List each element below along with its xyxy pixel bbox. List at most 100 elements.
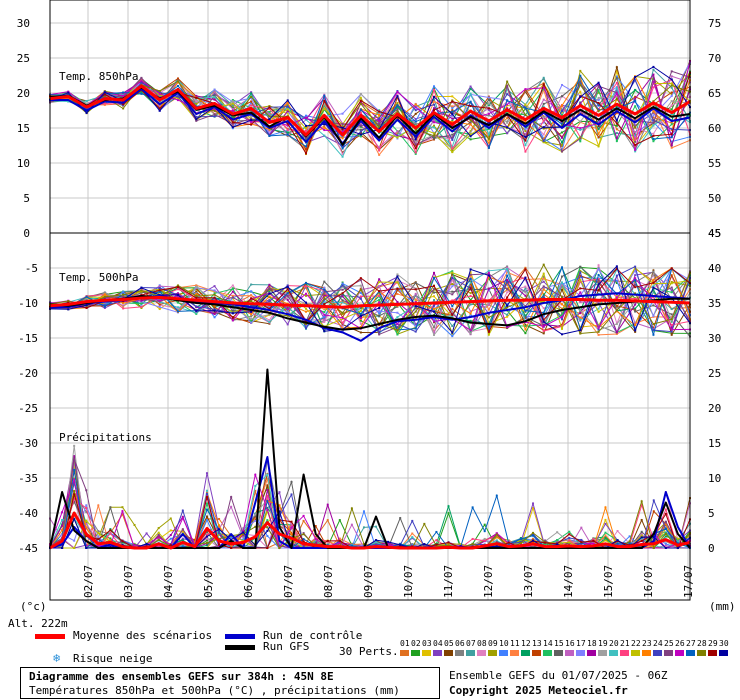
- pert-swatch: [631, 650, 640, 656]
- x-tick-label: 12/07: [482, 565, 495, 598]
- x-tick-label: 07/07: [282, 565, 295, 598]
- snowflake-icon: ❄: [53, 651, 61, 665]
- pert-swatch: [400, 650, 409, 656]
- x-tick-label: 16/07: [642, 565, 655, 598]
- pert-swatch: [598, 650, 607, 656]
- pert-number: 29: [708, 639, 718, 648]
- pert-number: 21: [620, 639, 630, 648]
- x-tick-label: 06/07: [242, 565, 255, 598]
- pert-line-t500: [49, 267, 691, 334]
- pert-swatch: [444, 650, 453, 656]
- y-tick-right: 35: [708, 297, 721, 310]
- pert-swatch: [697, 650, 706, 656]
- series-mean-precip: [49, 511, 691, 550]
- footer-copyright: Copyright 2025 Meteociel.fr: [449, 684, 628, 697]
- x-tick-label: 14/07: [562, 565, 575, 598]
- pert-swatch: [554, 650, 563, 656]
- y-tick-right: 30: [708, 332, 721, 345]
- y-tick-right: 5: [708, 507, 715, 520]
- pert-number: 06: [455, 639, 465, 648]
- legend-gfs-swatch: [225, 645, 255, 650]
- x-tick-label: 03/07: [122, 565, 135, 598]
- y-tick-right: 50: [708, 192, 721, 205]
- pert-number: 23: [642, 639, 652, 648]
- x-tick-label: 15/07: [602, 565, 615, 598]
- series-gfs-precip: [49, 368, 691, 549]
- pert-swatch: [587, 650, 596, 656]
- pert-number: 08: [477, 639, 487, 648]
- pert-number: 28: [697, 639, 707, 648]
- pert-number: 14: [543, 639, 553, 648]
- pert-swatch: [620, 650, 629, 656]
- y-tick-left: 5: [23, 192, 30, 205]
- y-tick-left: -45: [18, 542, 38, 555]
- y-tick-right: 10: [708, 472, 721, 485]
- pert-swatch: [565, 650, 574, 656]
- pert-swatch: [642, 650, 651, 656]
- panel-label-t850: Temp. 850hPa: [59, 70, 138, 83]
- pert-number: 09: [488, 639, 498, 648]
- x-tick-label: 10/07: [402, 565, 415, 598]
- pert-swatch: [521, 650, 530, 656]
- pert-swatch: [609, 650, 618, 656]
- footer-subtitle: Températures 850hPa et 500hPa (°C) , pré…: [29, 684, 400, 697]
- panel-label-precip: Précipitations: [59, 431, 152, 444]
- pert-line-precip: [49, 461, 691, 549]
- y-tick-right: 15: [708, 437, 721, 450]
- pert-line-precip: [49, 473, 691, 549]
- legend-mean-label: Moyenne des scénarios: [73, 629, 213, 642]
- y-tick-right: 45: [708, 227, 721, 240]
- pert-line-t850: [49, 72, 691, 155]
- footer-run: Ensemble GEFS du 01/07/2025 - 06Z: [449, 669, 668, 682]
- y-tick-right: 55: [708, 157, 721, 170]
- pert-swatch: [532, 650, 541, 656]
- series-mean-t850: [49, 84, 691, 137]
- pert-line-t850: [49, 78, 691, 153]
- pert-swatch: [510, 650, 519, 656]
- y-tick-left: 15: [17, 122, 30, 135]
- pert-swatch: [675, 650, 684, 656]
- pert-number: 07: [466, 639, 476, 648]
- y-tick-left: -30: [18, 437, 38, 450]
- legend-control-label: Run de contrôle: [263, 629, 363, 642]
- pert-number: 10: [499, 639, 509, 648]
- pert-swatch: [664, 650, 673, 656]
- units-left: (°c): [20, 600, 47, 613]
- panel-label-t500: Temp. 500hPa: [59, 271, 138, 284]
- pert-swatch: [719, 650, 728, 656]
- main-series: [49, 84, 691, 550]
- y-tick-right: 70: [708, 52, 721, 65]
- y-tick-left: -15: [18, 332, 38, 345]
- altitude-label: Alt. 222m: [8, 617, 68, 630]
- y-tick-left: 20: [17, 87, 30, 100]
- pert-number: 24: [653, 639, 663, 648]
- legend-snow-label: Risque neige: [73, 652, 153, 665]
- pert-number: 04: [433, 639, 443, 648]
- y-tick-right: 40: [708, 262, 721, 275]
- panel-frames: [49, 0, 691, 601]
- pert-number: 15: [554, 639, 564, 648]
- pert-swatch: [686, 650, 695, 656]
- y-tick-right: 75: [708, 17, 721, 30]
- pert-number: 18: [587, 639, 597, 648]
- y-tick-left: -35: [18, 472, 38, 485]
- pert-number: 17: [576, 639, 586, 648]
- pert-number: 30: [719, 639, 729, 648]
- legend-gfs-label: Run GFS: [263, 640, 310, 653]
- y-tick-left: 0: [23, 227, 30, 240]
- pert-number: 13: [532, 639, 542, 648]
- pert-swatch: [411, 650, 420, 656]
- pert-number: 25: [664, 639, 674, 648]
- x-tick-label: 04/07: [162, 565, 175, 598]
- pert-swatch: [576, 650, 585, 656]
- y-tick-right: 45: [708, 227, 721, 240]
- x-tick-label: 11/07: [442, 565, 455, 598]
- series-control-t850: [50, 87, 691, 145]
- pert-line-precip: [49, 472, 691, 550]
- pert-number: 02: [411, 639, 421, 648]
- pert-number: 03: [422, 639, 432, 648]
- y-tick-left: -10: [18, 297, 38, 310]
- pert-line-t500: [49, 265, 691, 335]
- panel-frame-lower: [49, 232, 691, 601]
